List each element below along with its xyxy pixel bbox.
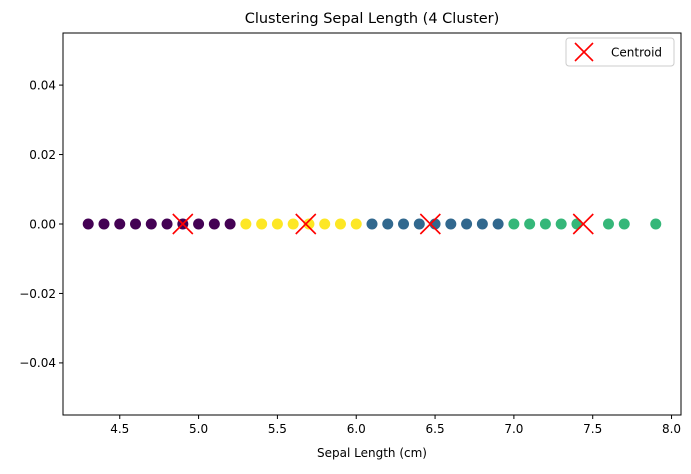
data-point [98, 218, 110, 230]
legend-centroid-label: Centroid [611, 46, 662, 60]
chart-title: Clustering Sepal Length (4 Cluster) [245, 11, 500, 27]
legend-centroid-marker [574, 42, 594, 62]
y-tick-label: −0.04 [19, 356, 56, 370]
centroid-markers [172, 213, 594, 235]
data-point [382, 218, 394, 230]
x-tick-label: 5.0 [189, 422, 208, 436]
centroid-marker [572, 213, 594, 235]
data-point [618, 218, 630, 230]
data-point [82, 218, 94, 230]
legend-x-icon [574, 42, 594, 62]
data-point [334, 218, 346, 230]
x-tick-label: 6.5 [426, 422, 445, 436]
data-point [476, 218, 488, 230]
data-point [287, 218, 299, 230]
legend-box [565, 37, 675, 67]
data-point [240, 218, 252, 230]
centroid-marker [295, 213, 317, 235]
x-tick-label: 7.0 [504, 422, 523, 436]
data-point [413, 218, 425, 230]
data-point [224, 218, 236, 230]
data-point [350, 218, 362, 230]
y-tick-label: −0.02 [19, 287, 56, 301]
y-tick-label: 0.04 [29, 78, 56, 92]
data-point [508, 218, 520, 230]
data-point [571, 218, 583, 230]
legend: Centroid [565, 37, 675, 67]
x-tick-label: 7.5 [583, 422, 602, 436]
x-tick-label: 4.5 [110, 422, 129, 436]
data-point [366, 218, 378, 230]
data-point [524, 218, 536, 230]
centroid-marker [419, 213, 441, 235]
data-point [492, 218, 504, 230]
data-point [650, 218, 662, 230]
data-point [319, 218, 331, 230]
x-tick-label: 8.0 [662, 422, 681, 436]
data-point [256, 218, 268, 230]
x-axis-label: Sepal Length (cm) [317, 446, 427, 460]
x-tick-label: 6.0 [347, 422, 366, 436]
data-point [555, 218, 567, 230]
centroid-marker [172, 213, 194, 235]
data-point [145, 218, 157, 230]
y-tick-label: 0.00 [29, 217, 56, 231]
data-point [303, 218, 315, 230]
data-point [398, 218, 410, 230]
data-point [130, 218, 142, 230]
data-point [114, 218, 126, 230]
data-point [208, 218, 220, 230]
data-points [82, 218, 662, 230]
data-point [445, 218, 457, 230]
data-point [271, 218, 283, 230]
data-point [461, 218, 473, 230]
data-point [161, 218, 173, 230]
x-axis: 4.5 5.0 5.5 6.0 6.5 7.0 7.5 8.0 [110, 415, 681, 436]
data-point [539, 218, 551, 230]
data-point [602, 218, 614, 230]
x-tick-label: 5.5 [268, 422, 287, 436]
data-point [193, 218, 205, 230]
y-axis: −0.04 −0.02 0.00 0.02 0.04 [19, 78, 63, 370]
y-tick-label: 0.02 [29, 148, 56, 162]
